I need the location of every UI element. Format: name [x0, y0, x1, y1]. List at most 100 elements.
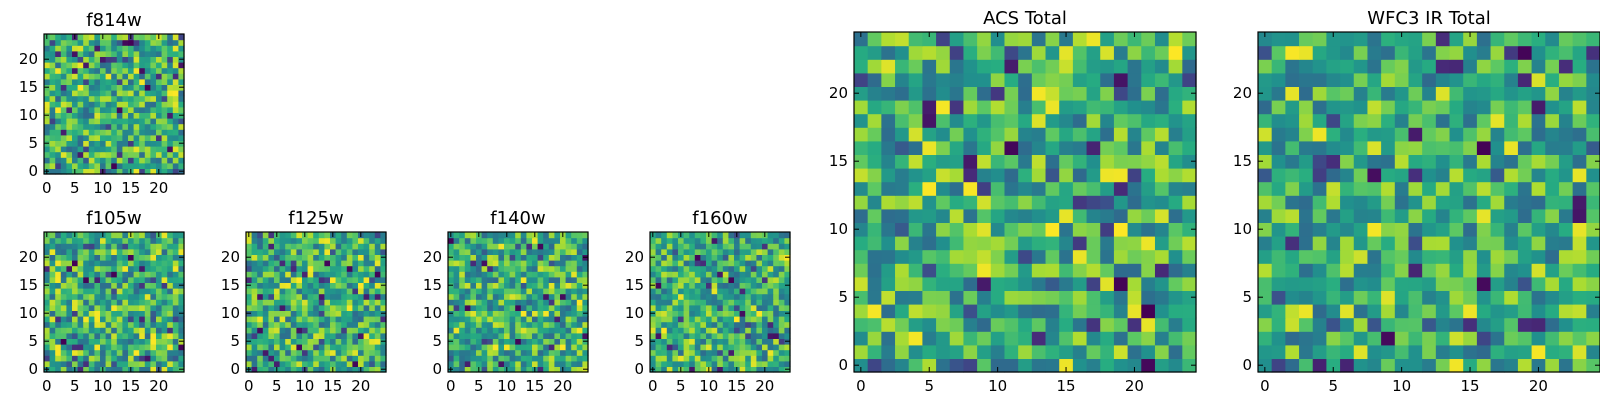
- heatmap-cell: [481, 243, 488, 250]
- heatmap-cell: [532, 276, 539, 283]
- heatmap-cell: [745, 327, 752, 334]
- heatmap-cell: [672, 338, 679, 345]
- heatmap-cell: [520, 344, 527, 351]
- heatmap-cell: [908, 195, 923, 210]
- heatmap-cell: [1545, 290, 1560, 305]
- heatmap-cell: [66, 299, 73, 306]
- heatmap-cell: [330, 299, 337, 306]
- heatmap-cell: [1299, 208, 1314, 223]
- heatmap-cell: [1072, 331, 1088, 346]
- heatmap-cell: [1154, 59, 1170, 74]
- heatmap-cell: [156, 151, 163, 158]
- heatmap-cell: [172, 316, 179, 323]
- heatmap-cell: [694, 366, 701, 373]
- heatmap-cell: [548, 316, 555, 323]
- heatmap-cell: [94, 327, 101, 334]
- heatmap-cell: [1031, 290, 1047, 305]
- x-tick-label: 0: [648, 377, 658, 395]
- heatmap-cell: [767, 248, 774, 255]
- heatmap-cell: [1182, 236, 1197, 251]
- heatmap-cell: [1045, 304, 1060, 319]
- heatmap-cell: [49, 151, 56, 158]
- heatmap-cell: [515, 355, 522, 362]
- heatmap-cell: [178, 293, 185, 300]
- heatmap-cell: [380, 288, 387, 295]
- heatmap-cell: [156, 237, 163, 244]
- heatmap-cell: [1422, 236, 1437, 251]
- heatmap-cell: [1558, 113, 1574, 128]
- heatmap-cell: [1463, 331, 1478, 346]
- heatmap-cell: [548, 327, 555, 334]
- heatmap-cell: [1367, 127, 1382, 142]
- heatmap-cell: [722, 355, 729, 362]
- heatmap-cell: [302, 338, 309, 345]
- heatmap-cell: [1586, 276, 1600, 291]
- heatmap-cell: [1435, 304, 1451, 319]
- heatmap-cell: [1463, 222, 1478, 237]
- heatmap-cell: [949, 358, 965, 373]
- heatmap-cell: [854, 304, 869, 319]
- heatmap-cell: [133, 62, 140, 69]
- heatmap-cell: [706, 237, 713, 244]
- heatmap-cell: [105, 73, 112, 80]
- heatmap-cell: [560, 299, 567, 306]
- heatmap-cell: [251, 321, 258, 328]
- heatmap-cell: [161, 118, 168, 125]
- heatmap-cell: [706, 248, 713, 255]
- heatmap-cell: [144, 78, 151, 85]
- heatmap-cell: [487, 282, 494, 289]
- heatmap-cell: [700, 366, 707, 373]
- heatmap-cell: [358, 316, 365, 323]
- heatmap-cell: [739, 327, 746, 334]
- heatmap-cell: [1531, 249, 1546, 264]
- heatmap-cell: [762, 327, 769, 334]
- heatmap-cell: [150, 123, 157, 130]
- heatmap-cell: [274, 310, 281, 317]
- heatmap-cell: [111, 118, 118, 125]
- heatmap-cell: [156, 101, 163, 108]
- heatmap-cell: [279, 271, 286, 278]
- heatmap-cell: [313, 248, 320, 255]
- heatmap-cell: [285, 310, 292, 317]
- heatmap-cell: [172, 90, 179, 97]
- heatmap-cell: [335, 327, 342, 334]
- heatmap-cell: [167, 73, 174, 80]
- heatmap-cell: [520, 299, 527, 306]
- heatmap-cell: [116, 45, 123, 52]
- heatmap-cell: [504, 282, 511, 289]
- heatmap-cell: [302, 293, 309, 300]
- heatmap-cell: [1045, 127, 1060, 142]
- heatmap-cell: [128, 56, 135, 63]
- heatmap-cell: [694, 316, 701, 323]
- heatmap-cell: [1476, 290, 1492, 305]
- heatmap-cell: [1059, 100, 1074, 115]
- heatmap-cell: [133, 90, 140, 97]
- heatmap-cell: [1271, 59, 1286, 74]
- heatmap-cell: [66, 327, 73, 334]
- heatmap-cell: [156, 332, 163, 339]
- heatmap-cell: [767, 265, 774, 272]
- heatmap-cell: [666, 265, 673, 272]
- heatmap-cell: [1504, 168, 1519, 183]
- heatmap-cell: [77, 34, 84, 41]
- heatmap-cell: [464, 237, 471, 244]
- heatmap-cell: [1558, 236, 1574, 251]
- heatmap-cell: [77, 78, 84, 85]
- heatmap-cell: [922, 276, 937, 291]
- heatmap-cell: [922, 181, 937, 196]
- heatmap-cell: [526, 232, 533, 239]
- heatmap-cell: [739, 338, 746, 345]
- heatmap-cell: [100, 338, 107, 345]
- heatmap-cell: [448, 321, 455, 328]
- heatmap-cell: [346, 360, 353, 367]
- heatmap-cell: [161, 151, 168, 158]
- heatmap-cell: [1168, 358, 1183, 373]
- heatmap-cell: [290, 310, 297, 317]
- heatmap-cell: [481, 248, 488, 255]
- heatmap-cell: [268, 232, 275, 239]
- heatmap-cell: [60, 237, 67, 244]
- heatmap-cell: [105, 316, 112, 323]
- heatmap-cell: [1517, 276, 1533, 291]
- heatmap-cell: [128, 349, 135, 356]
- heatmap-cell: [1113, 154, 1129, 169]
